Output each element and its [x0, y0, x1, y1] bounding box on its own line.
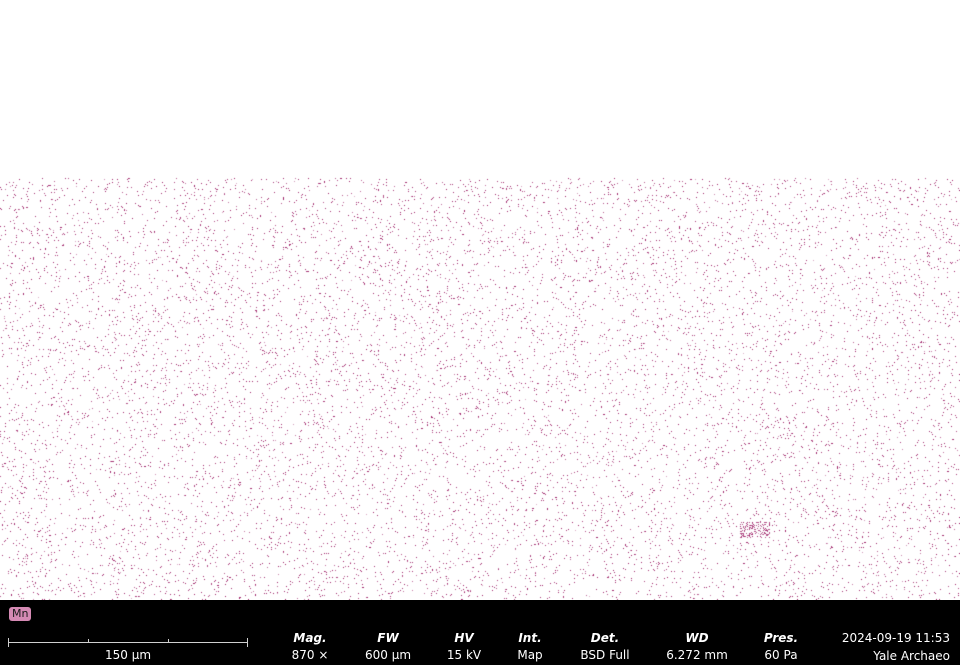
param-fw: FW 600 µm [365, 631, 411, 664]
scale-bar-tick [88, 639, 89, 643]
acquisition-datetime: 2024-09-19 11:53 [841, 631, 950, 645]
scale-bar-label: 150 µm [104, 648, 152, 662]
scale-bar-tick [8, 638, 9, 647]
param-pres-label: Pres. [763, 631, 799, 645]
param-det: Det. BSD Full [580, 631, 629, 664]
scale-bar-line [8, 642, 248, 643]
param-mag-value: 870 × [291, 648, 329, 662]
param-mag-label: Mag. [293, 631, 327, 645]
mn-distribution-map [0, 0, 960, 600]
param-mag: Mag. 870 × [292, 631, 329, 664]
param-pres: Pres. 60 Pa [764, 631, 798, 664]
param-hv-value: 15 kV [446, 648, 482, 662]
param-hv: HV 15 kV [447, 631, 481, 664]
scale-bar [8, 636, 248, 647]
param-int: Int. Map [517, 631, 542, 664]
param-hv-label: HV [454, 631, 474, 645]
lab-name: Yale Archaeo [873, 649, 950, 663]
param-int-label: Int. [518, 631, 542, 645]
param-det-value: BSD Full [580, 648, 630, 662]
scale-bar-tick [168, 639, 169, 643]
param-det-label: Det. [590, 631, 620, 645]
sem-data-bar: Mn 150 µm Mag. 870 × FW 600 µm HV 15 kV … [0, 600, 960, 665]
param-fw-label: FW [377, 631, 399, 645]
element-badge: Mn [9, 607, 32, 621]
param-int-value: Map [517, 648, 543, 662]
param-fw-value: 600 µm [364, 648, 412, 662]
param-wd: WD 6.272 mm [666, 631, 728, 664]
param-pres-value: 60 Pa [764, 648, 798, 662]
param-wd-label: WD [685, 631, 709, 645]
param-wd-value: 6.272 mm [666, 648, 728, 662]
element-map-image [0, 0, 960, 600]
scale-bar-tick [247, 638, 248, 647]
